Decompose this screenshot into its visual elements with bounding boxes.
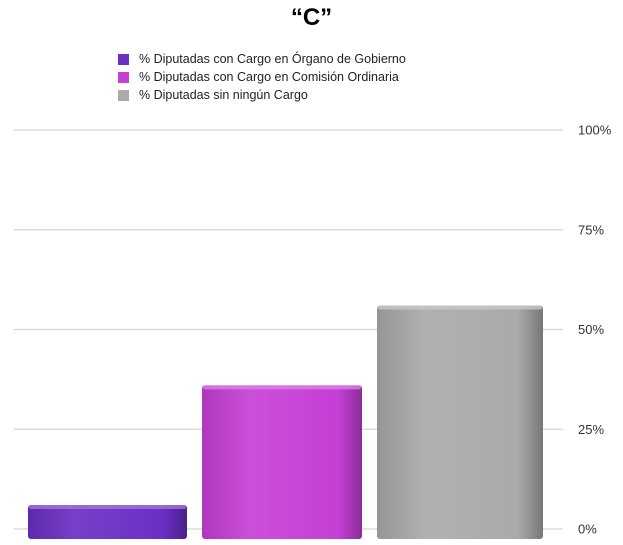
bar-comision-ordinaria-top bbox=[203, 385, 361, 390]
legend-label-comision-ordinaria: % Diputadas con Cargo en Comisión Ordina… bbox=[139, 70, 399, 84]
y-tick-label: 100% bbox=[578, 123, 612, 138]
legend: % Diputadas con Cargo en Órgano de Gobie… bbox=[118, 50, 406, 104]
legend-item-organo-gobierno: % Diputadas con Cargo en Órgano de Gobie… bbox=[118, 50, 406, 68]
y-tick-label: 50% bbox=[578, 322, 604, 337]
bar-comision-ordinaria bbox=[202, 385, 362, 539]
legend-label-organo-gobierno: % Diputadas con Cargo en Órgano de Gobie… bbox=[139, 52, 406, 66]
bar-sin-cargo bbox=[377, 305, 543, 539]
bars bbox=[28, 305, 543, 539]
legend-item-comision-ordinaria: % Diputadas con Cargo en Comisión Ordina… bbox=[118, 68, 406, 86]
legend-label-sin-cargo: % Diputadas sin ningún Cargo bbox=[139, 88, 308, 102]
bar-organo-gobierno bbox=[28, 505, 187, 539]
legend-swatch-organo-gobierno bbox=[118, 53, 129, 65]
chart-title: “C” bbox=[290, 4, 333, 31]
y-axis-ticks: 0% 25% 50% 75% 100% bbox=[578, 123, 612, 537]
y-tick-label: 0% bbox=[578, 522, 597, 537]
bar-organo-gobierno-top bbox=[29, 505, 186, 510]
legend-swatch-sin-cargo bbox=[118, 89, 129, 101]
y-tick-label: 75% bbox=[578, 222, 604, 237]
bar-sin-cargo-top bbox=[378, 305, 542, 310]
y-tick-label: 25% bbox=[578, 422, 604, 437]
legend-item-sin-cargo: % Diputadas sin ningún Cargo bbox=[118, 86, 406, 104]
legend-swatch-comision-ordinaria bbox=[118, 71, 129, 83]
